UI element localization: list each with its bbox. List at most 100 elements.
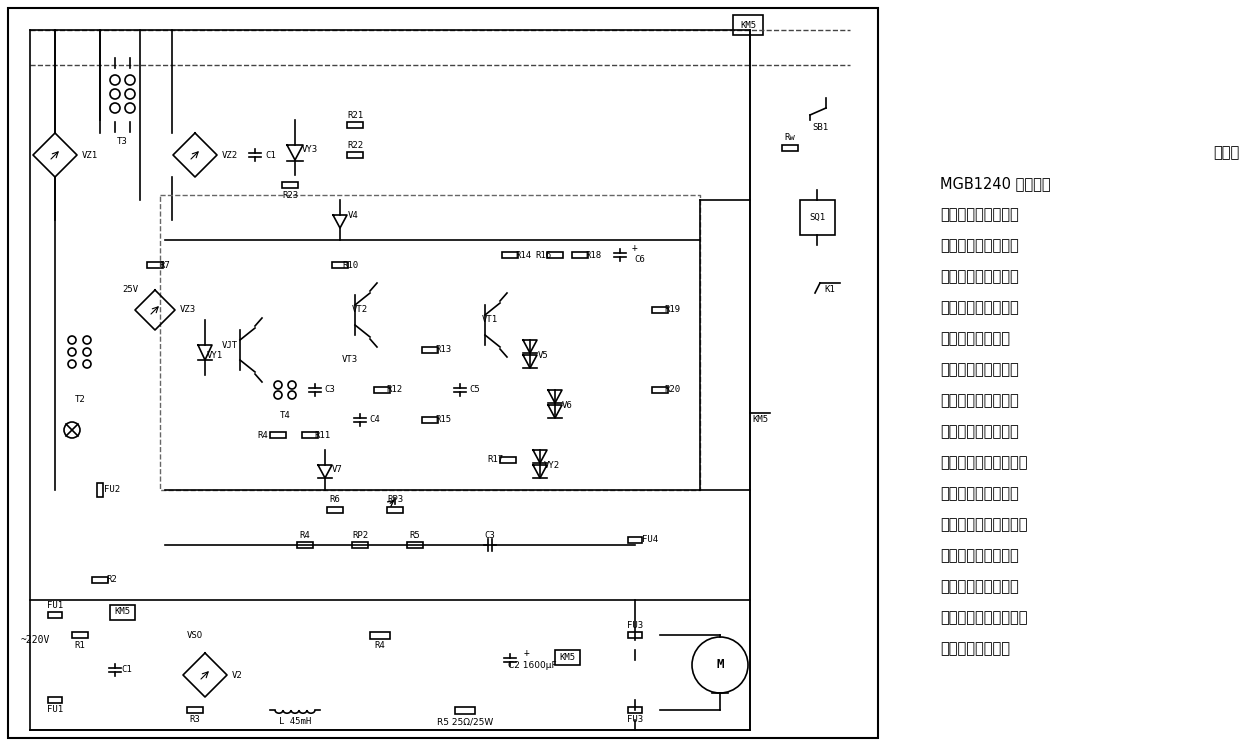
Text: R14: R14 xyxy=(515,250,531,259)
Text: FU3: FU3 xyxy=(628,715,643,724)
Text: 理图，采用单相全波: 理图，采用单相全波 xyxy=(940,238,1019,253)
Text: R6: R6 xyxy=(330,496,340,505)
Text: R2: R2 xyxy=(107,575,118,584)
Text: FU1: FU1 xyxy=(46,705,63,714)
Text: 的。系统包括主电路、: 的。系统包括主电路、 xyxy=(940,455,1028,470)
Text: FU2: FU2 xyxy=(104,486,120,495)
Bar xyxy=(547,252,563,258)
Text: VZ2: VZ2 xyxy=(222,150,238,159)
Text: R5: R5 xyxy=(409,530,420,539)
Bar xyxy=(346,122,363,128)
Text: C2 1600μF: C2 1600μF xyxy=(508,660,556,669)
Bar xyxy=(48,612,61,618)
Text: C4: C4 xyxy=(370,416,380,424)
Text: R4: R4 xyxy=(375,641,385,650)
Text: R23: R23 xyxy=(282,190,299,199)
Text: KM5: KM5 xyxy=(558,653,575,662)
Bar xyxy=(187,707,203,713)
Bar xyxy=(370,632,390,638)
Text: VJT: VJT xyxy=(222,341,238,350)
Text: R18: R18 xyxy=(585,250,601,259)
Text: R7: R7 xyxy=(159,260,171,269)
Text: R4: R4 xyxy=(300,530,310,539)
Bar xyxy=(97,483,103,497)
Text: V4: V4 xyxy=(348,211,359,220)
Bar xyxy=(782,145,798,151)
Text: 移相原理来控制晶闸: 移相原理来控制晶闸 xyxy=(940,300,1019,315)
Text: T3: T3 xyxy=(117,138,127,147)
Text: V5: V5 xyxy=(537,350,548,359)
Text: R15: R15 xyxy=(435,416,451,424)
Bar xyxy=(499,457,516,463)
Bar xyxy=(555,650,580,665)
Bar xyxy=(297,542,312,548)
Text: 以达到无级调速之目: 以达到无级调速之目 xyxy=(940,424,1019,439)
Bar xyxy=(628,537,643,543)
Text: C1: C1 xyxy=(266,150,276,159)
Text: 起动保护环节等。: 起动保护环节等。 xyxy=(940,641,1010,656)
Bar xyxy=(387,507,403,513)
Text: R4: R4 xyxy=(257,430,269,439)
Text: 电路、限幅环节、高速: 电路、限幅环节、高速 xyxy=(940,610,1028,625)
Text: FU4: FU4 xyxy=(643,535,658,544)
Bar xyxy=(328,507,343,513)
Text: 电路、电流截止保护: 电路、电流截止保护 xyxy=(940,579,1019,594)
Text: T4: T4 xyxy=(280,411,290,420)
Bar xyxy=(72,632,88,638)
Bar xyxy=(48,697,61,703)
Text: VZ1: VZ1 xyxy=(82,150,98,159)
Text: R16: R16 xyxy=(535,250,551,259)
Bar xyxy=(110,605,136,620)
Text: 校正环节、励磁保护: 校正环节、励磁保护 xyxy=(940,548,1019,563)
Text: R21: R21 xyxy=(346,111,363,120)
Text: VY3: VY3 xyxy=(302,145,318,154)
Bar xyxy=(422,347,438,353)
Text: 闸管无级调速系统原: 闸管无级调速系统原 xyxy=(940,207,1019,222)
Text: VT1: VT1 xyxy=(482,316,498,325)
Bar xyxy=(502,252,518,258)
Text: FU3: FU3 xyxy=(628,620,643,629)
Text: V7: V7 xyxy=(331,465,343,475)
Text: V2: V2 xyxy=(232,671,242,680)
Bar xyxy=(374,387,390,393)
Text: 管整流器的导通角: 管整流器的导通角 xyxy=(940,331,1010,346)
Bar xyxy=(147,262,163,268)
Text: KM5: KM5 xyxy=(114,608,131,617)
Bar xyxy=(92,577,108,583)
Text: R13: R13 xyxy=(435,345,451,354)
Text: R12: R12 xyxy=(387,386,402,395)
Bar xyxy=(456,706,474,714)
Bar xyxy=(302,432,318,438)
Bar xyxy=(407,542,423,548)
Bar xyxy=(628,707,643,713)
Text: RP2: RP2 xyxy=(351,530,368,539)
Text: R19: R19 xyxy=(664,305,680,314)
Text: R17: R17 xyxy=(487,456,503,465)
Text: 电动机的电枢电压，: 电动机的电枢电压， xyxy=(940,393,1019,408)
Text: R10: R10 xyxy=(341,260,358,269)
Bar xyxy=(270,432,286,438)
Text: R3: R3 xyxy=(190,715,201,724)
Text: C3: C3 xyxy=(325,386,335,395)
Text: VY2: VY2 xyxy=(543,460,560,469)
Text: VT3: VT3 xyxy=(341,356,358,365)
Text: +: + xyxy=(525,648,530,658)
Text: VT2: VT2 xyxy=(351,305,368,314)
Text: RP3: RP3 xyxy=(387,496,403,505)
Bar xyxy=(628,632,643,638)
Bar xyxy=(422,417,438,423)
Text: VZ3: VZ3 xyxy=(179,305,196,314)
Text: 电路、触发控制电路、: 电路、触发控制电路、 xyxy=(940,517,1028,532)
Text: 励磁电路、给定信号: 励磁电路、给定信号 xyxy=(940,486,1019,501)
Bar xyxy=(8,8,878,738)
Bar xyxy=(282,182,297,188)
Text: VSO: VSO xyxy=(187,630,203,639)
Text: R20: R20 xyxy=(664,386,680,395)
Text: SB1: SB1 xyxy=(812,123,828,132)
Text: M: M xyxy=(717,659,724,672)
Bar xyxy=(351,542,368,548)
Bar xyxy=(346,152,363,158)
Text: C5: C5 xyxy=(469,386,481,395)
Text: L 45mH: L 45mH xyxy=(279,717,311,726)
Bar xyxy=(653,307,668,313)
